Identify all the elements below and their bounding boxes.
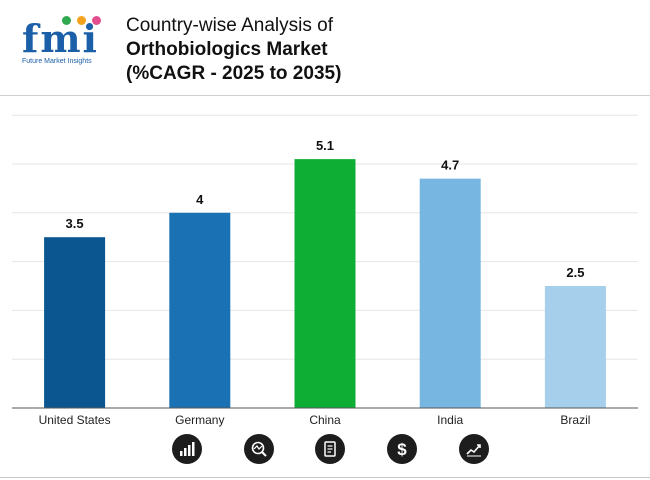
bar-india bbox=[419, 178, 481, 408]
bar-brazil bbox=[544, 286, 606, 408]
category-label: India bbox=[437, 413, 463, 427]
value-label: 4.7 bbox=[441, 158, 459, 173]
logo-dot-green bbox=[62, 16, 71, 25]
category-labels: United States Germany China India Brazil bbox=[39, 413, 591, 427]
value-label: 4 bbox=[196, 192, 204, 207]
category-label: Germany bbox=[175, 413, 224, 427]
report-document-icon bbox=[315, 434, 345, 464]
footer-divider bbox=[0, 477, 650, 478]
title-line-3: (%CAGR - 2025 to 2035) bbox=[126, 63, 342, 84]
dollar-icon: $ bbox=[387, 434, 417, 464]
header: fmi Future Market Insights Country-wise … bbox=[0, 0, 650, 96]
value-label: 3.5 bbox=[66, 216, 84, 231]
title-line-1: Country-wise Analysis of bbox=[126, 15, 333, 36]
value-labels: 3.5 4 5.1 4.7 2.5 bbox=[66, 138, 585, 280]
logo-dot-orange bbox=[77, 16, 86, 25]
title-line-2: Orthobiologics Market bbox=[126, 39, 328, 60]
bars bbox=[44, 159, 606, 408]
chart-title: Country-wise Analysis of Orthobiologics … bbox=[126, 14, 546, 86]
logo-tagline: Future Market Insights bbox=[22, 58, 92, 65]
gridlines bbox=[12, 114, 638, 360]
logo-dot-pink bbox=[92, 16, 101, 25]
bar-united-states bbox=[44, 237, 106, 408]
category-label: Brazil bbox=[560, 413, 590, 427]
bar-germany bbox=[169, 212, 231, 408]
logo-wordmark: fmi bbox=[22, 16, 99, 61]
bar-chart: 3.5 4 5.1 4.7 2.5 United States Germany China I… bbox=[12, 114, 638, 427]
logo-dots bbox=[62, 12, 107, 30]
value-label: 2.5 bbox=[566, 265, 584, 280]
svg-text:$: $ bbox=[397, 440, 407, 458]
bar-china bbox=[294, 159, 356, 408]
category-label: China bbox=[309, 413, 341, 427]
bar-chart-icon bbox=[172, 434, 202, 464]
value-label: 5.1 bbox=[316, 138, 334, 153]
growth-chart-icon bbox=[459, 434, 489, 464]
chart-magnifier-icon bbox=[244, 434, 274, 464]
category-label: United States bbox=[39, 413, 111, 427]
fmi-logo: fmi Future Market Insights bbox=[22, 12, 112, 72]
header-divider bbox=[0, 95, 650, 96]
footer-icon-row: $ bbox=[0, 434, 650, 470]
